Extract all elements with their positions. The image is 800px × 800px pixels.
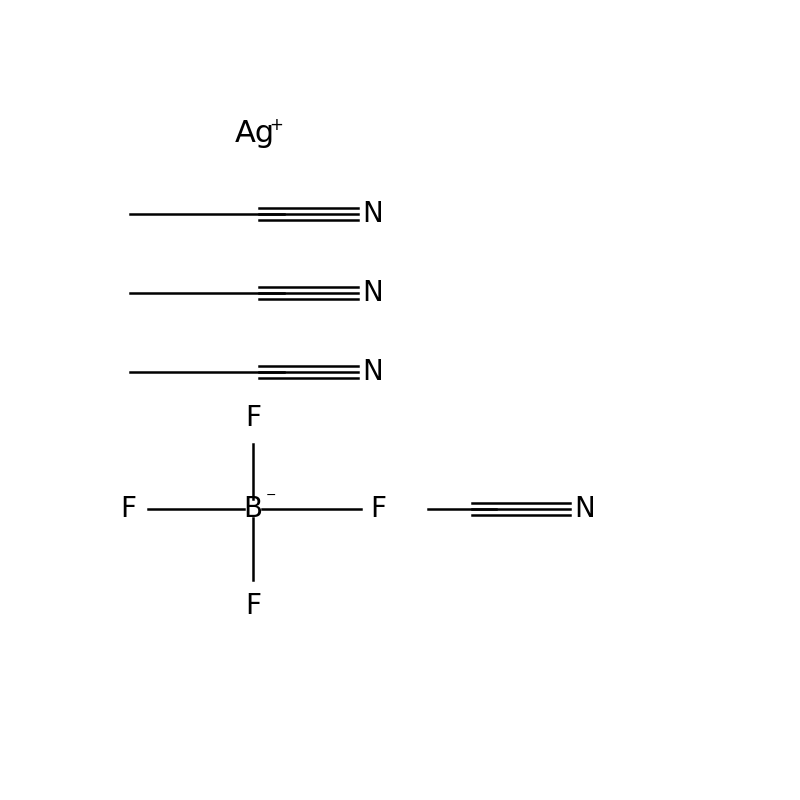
Text: +: + <box>270 117 283 134</box>
Text: N: N <box>362 358 382 386</box>
Text: N: N <box>574 494 595 522</box>
Text: N: N <box>362 279 382 307</box>
Text: B: B <box>243 494 262 522</box>
Text: F: F <box>370 494 386 522</box>
Text: F: F <box>245 592 261 620</box>
Text: F: F <box>120 494 136 522</box>
Text: Ag: Ag <box>234 119 274 148</box>
Text: −: − <box>266 489 276 502</box>
Text: N: N <box>362 200 382 228</box>
Text: F: F <box>245 404 261 432</box>
